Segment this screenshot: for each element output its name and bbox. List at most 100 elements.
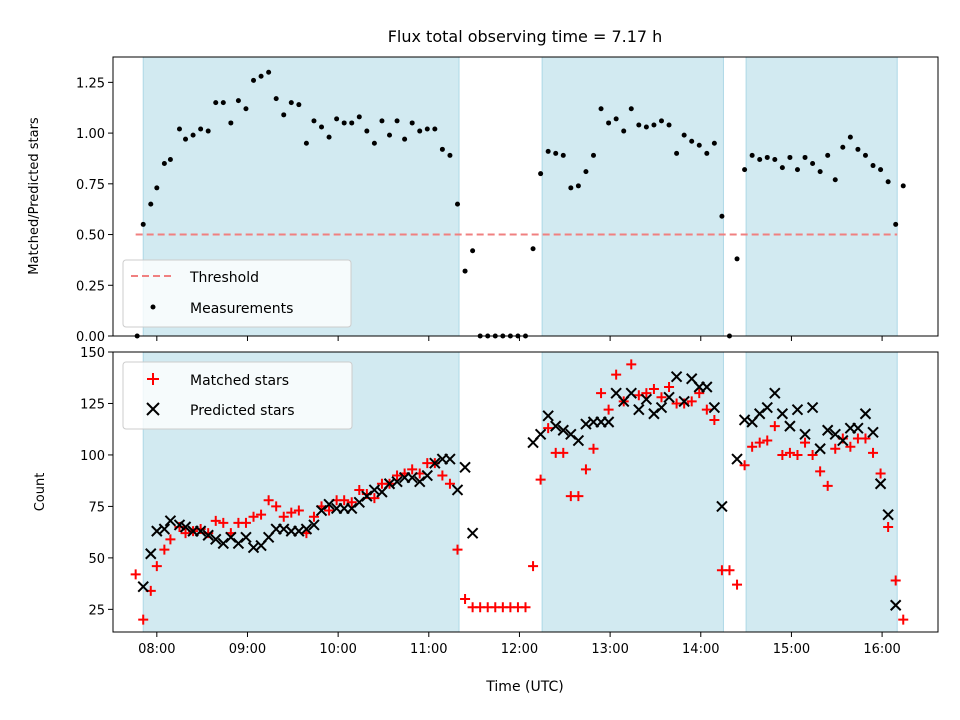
predicted-stars-point — [640, 393, 653, 406]
predicted-stars-point — [791, 403, 804, 416]
measurement-point — [764, 154, 770, 160]
matched-stars-point — [520, 602, 531, 613]
x-tick-label: 13:00 — [591, 642, 628, 657]
predicted-stars-point — [731, 453, 743, 465]
measurement-point — [167, 156, 173, 162]
predicted-stars-point — [323, 498, 335, 511]
measurement-point — [148, 201, 154, 207]
measurement-point — [651, 122, 657, 128]
matched-stars-point — [346, 497, 357, 508]
matched-stars-point — [558, 447, 569, 458]
y-tick-label: 150 — [80, 346, 105, 361]
predicted-stars-point — [557, 424, 569, 436]
measurement-point — [900, 183, 906, 189]
predicted-stars-point — [444, 453, 456, 465]
measurement-point — [568, 185, 574, 191]
matched-stars-point — [807, 449, 818, 460]
matched-stars-point — [596, 388, 607, 399]
predicted-stars-point — [776, 408, 789, 420]
measurement-point — [817, 169, 823, 175]
measurement-point — [779, 165, 785, 171]
measurement-point — [364, 128, 370, 134]
matched-stars-point — [769, 421, 780, 432]
measurement-point — [140, 221, 146, 227]
matched-stars-point — [845, 441, 856, 452]
matched-stars-point — [603, 404, 614, 415]
matched-stars-point — [165, 534, 176, 545]
predicted-stars-point — [814, 443, 826, 455]
observing-window-band — [745, 56, 898, 337]
matched-stars-point — [460, 594, 471, 605]
matched-stars-point — [354, 484, 365, 495]
measurement-point — [772, 156, 778, 162]
predicted-stars-point — [625, 387, 637, 399]
top-legend-box — [122, 259, 352, 328]
matched-stars-point — [739, 460, 750, 471]
measurement-point — [832, 177, 838, 183]
measurement-point — [553, 150, 559, 156]
measurement-point — [154, 185, 160, 191]
predicted-stars-point — [806, 401, 819, 414]
y-tick-label: 25 — [88, 603, 105, 618]
measurement-point — [417, 128, 423, 134]
predicted-stars-point — [421, 469, 433, 482]
x-tick-label: 09:00 — [229, 642, 266, 657]
measurement-point — [613, 116, 619, 122]
matched-stars-point — [159, 544, 170, 555]
y-tick-label: 0.00 — [76, 330, 105, 345]
matched-stars-point — [875, 468, 886, 479]
x-tick-label: 15:00 — [773, 642, 810, 657]
matched-stars-point — [724, 565, 735, 576]
top-panel: 0.00 0.25 0.50 0.75 1.00 1.25 Matched/Predict… — [27, 56, 939, 345]
matched-stars-point — [611, 369, 622, 380]
measurement-point — [424, 126, 430, 132]
matched-stars-point — [278, 511, 289, 522]
measurement-point — [530, 246, 536, 252]
matched-stars-point — [792, 449, 803, 460]
measurement-point — [394, 118, 400, 124]
matched-stars-point — [709, 414, 720, 425]
measurement-point — [409, 120, 415, 126]
matched-stars-point — [138, 614, 149, 625]
measurement-point — [734, 256, 740, 262]
measurement-point — [674, 150, 680, 156]
measurement-point — [704, 150, 710, 156]
measurement-point — [862, 152, 868, 158]
matched-stars-point — [588, 443, 599, 454]
predicted-stars-point — [406, 471, 418, 484]
y-tick-label: 0.25 — [76, 279, 105, 294]
measurement-point — [696, 142, 702, 148]
predicted-stars-point — [300, 523, 313, 535]
measurement-point — [311, 118, 317, 124]
y-tick-label: 1.25 — [76, 76, 105, 91]
matched-stars-point — [293, 505, 304, 516]
matched-stars-point — [656, 392, 667, 403]
measurement-point — [847, 134, 853, 140]
measurement-point — [334, 116, 340, 122]
matched-stars-point — [151, 561, 162, 572]
legend-measurements-label: Measurements — [190, 301, 293, 317]
predicted-stars-point — [799, 428, 811, 441]
matched-stars-point — [452, 544, 463, 555]
measurement-point — [711, 140, 717, 146]
measurement-point — [689, 138, 695, 144]
x-tick-label: 14:00 — [682, 642, 719, 657]
matched-stars-point — [694, 388, 705, 399]
measurement-point — [606, 120, 612, 126]
matched-stars-point — [392, 470, 403, 481]
predicted-stars-point — [761, 401, 773, 414]
top-y-axis-label: Matched/Predicted stars — [27, 117, 42, 275]
observing-window-band — [541, 351, 724, 633]
matched-stars-point — [248, 511, 259, 522]
measurement-point — [319, 124, 325, 130]
predicted-stars-point — [716, 500, 728, 513]
chart-title: Flux total observing time = 7.17 h — [388, 27, 663, 46]
measurement-point — [794, 167, 800, 173]
matched-stars-point — [648, 384, 659, 395]
matched-stars-point — [437, 470, 448, 481]
measurement-point — [643, 124, 649, 130]
measurement-point — [281, 112, 287, 118]
measurement-point — [161, 161, 167, 167]
measurement-point — [228, 120, 234, 126]
measurement-point — [432, 126, 438, 132]
